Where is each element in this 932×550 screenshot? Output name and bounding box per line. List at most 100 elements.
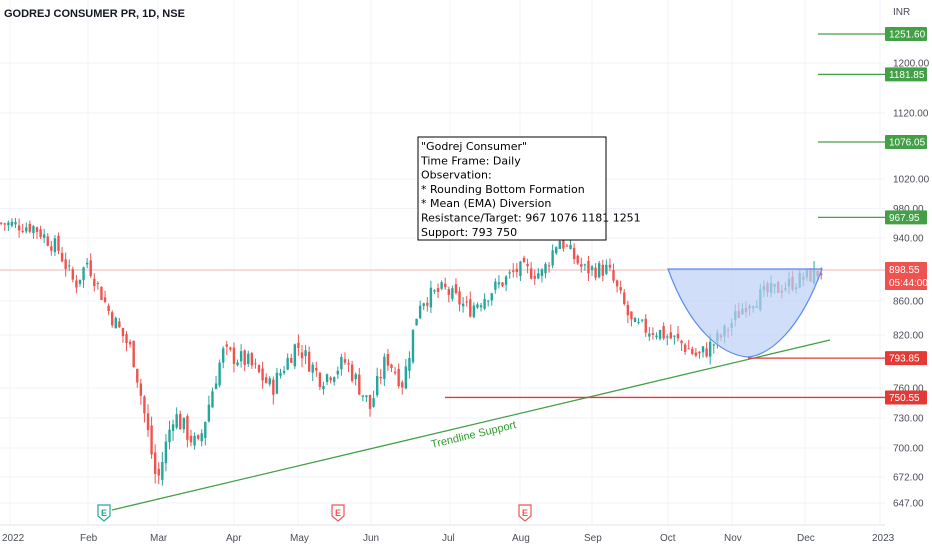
candle — [415, 318, 418, 326]
candle — [658, 329, 662, 341]
candle — [85, 258, 89, 269]
earnings-flag-icon[interactable]: E — [97, 504, 111, 522]
candle — [168, 420, 171, 450]
candle — [114, 316, 117, 329]
candle — [100, 286, 103, 301]
candle — [705, 342, 708, 358]
candle — [232, 342, 236, 373]
earnings-flag-icon[interactable]: E — [331, 504, 345, 522]
candle — [350, 360, 354, 383]
rounding-bottom-shape[interactable] — [667, 268, 823, 358]
svg-text:E: E — [101, 508, 107, 518]
candle — [429, 280, 433, 314]
candle — [25, 222, 28, 234]
x-tick-label: Jul — [442, 533, 455, 544]
candle — [590, 264, 594, 276]
candle — [565, 243, 569, 247]
candle — [64, 252, 67, 277]
level-tag: 967.95 — [885, 210, 927, 225]
candle — [272, 376, 275, 405]
candle — [229, 346, 232, 352]
candle — [372, 390, 375, 408]
candle — [57, 232, 60, 255]
candle — [522, 255, 526, 263]
candle — [128, 339, 132, 348]
candle — [96, 281, 100, 290]
symbol-title[interactable]: GODREJ CONSUMER PR, 1D, NSE — [4, 8, 185, 20]
candle — [93, 273, 96, 292]
candle — [451, 285, 454, 302]
y-tick-label: 860.00 — [893, 297, 924, 308]
candle — [494, 278, 497, 294]
candle — [698, 350, 701, 359]
candle — [32, 224, 35, 239]
candle — [325, 373, 329, 386]
candle — [440, 280, 443, 291]
annotation-box[interactable]: "Godrej Consumer"Time Frame: Daily Observ… — [417, 136, 641, 241]
time-axis: 2022 Feb Mar Apr May Jun Jul Aug Sep Oct Nov Dec 202… — [2, 533, 895, 544]
candle — [694, 347, 698, 358]
candle — [361, 395, 365, 402]
annotation-line: Resistance/Target: 967 1076 1181 1251 — [421, 212, 641, 225]
candle — [673, 335, 676, 345]
svg-text:967.95: 967.95 — [889, 213, 920, 224]
candle — [125, 331, 128, 352]
candle — [315, 361, 318, 377]
candle — [307, 346, 311, 373]
y-tick-label: 730.00 — [893, 414, 924, 425]
candle — [146, 404, 150, 437]
candle — [418, 300, 422, 320]
candle — [576, 254, 579, 265]
candle — [680, 339, 683, 351]
candles — [0, 217, 823, 486]
candle — [651, 327, 655, 340]
candle — [39, 225, 42, 239]
candle — [157, 462, 160, 485]
candle — [465, 296, 468, 307]
candle — [336, 366, 339, 379]
candle — [583, 263, 587, 271]
candle — [136, 368, 139, 388]
candle — [293, 343, 297, 370]
y-tick-label: 647.00 — [893, 499, 924, 510]
candle — [111, 310, 114, 328]
candle — [340, 353, 343, 376]
y-tick-label: 820.00 — [893, 331, 924, 342]
candle — [404, 359, 408, 390]
candle — [329, 376, 332, 384]
candle — [264, 373, 268, 384]
svg-text:E: E — [522, 508, 528, 518]
candle — [533, 269, 536, 286]
candle — [139, 378, 143, 405]
candle — [103, 290, 107, 304]
x-tick-label: Oct — [660, 533, 676, 544]
svg-text:898.55: 898.55 — [889, 265, 920, 276]
x-tick-label: Apr — [226, 533, 242, 544]
trendline-support[interactable] — [111, 339, 831, 511]
candle — [433, 289, 436, 295]
candle — [42, 228, 46, 243]
candle — [75, 275, 78, 294]
candle — [623, 288, 626, 306]
candle — [28, 220, 32, 234]
candle — [3, 222, 6, 232]
y-tick-label: 672.00 — [893, 473, 924, 484]
candle — [311, 362, 314, 382]
candle — [637, 318, 640, 325]
candle — [662, 322, 665, 341]
candle — [379, 368, 382, 385]
price-axis: INR 1200.00 1120.00 1020.00 980.00 940.00 860.… — [893, 7, 930, 510]
x-tick-label: Dec — [797, 533, 815, 544]
y-tick-label: 760.00 — [893, 384, 924, 395]
candle — [279, 368, 282, 379]
candle — [161, 451, 164, 486]
earnings-flag-icon[interactable]: E — [518, 504, 532, 522]
candle — [214, 375, 218, 390]
annotation-line: "Godrej Consumer" — [421, 140, 527, 153]
candle — [626, 300, 630, 324]
candle — [608, 258, 612, 271]
candle — [318, 371, 322, 391]
candle — [268, 376, 271, 387]
